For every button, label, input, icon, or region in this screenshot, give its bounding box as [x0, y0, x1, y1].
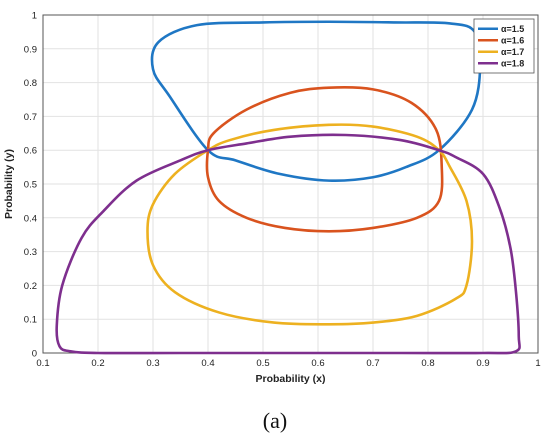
y-axis-label: Probability (y): [3, 149, 15, 219]
x-axis-ticks: 0.1 0.2 0.3 0.4 0.5 0.6 0.7 0.8 0.9 1: [36, 358, 540, 369]
y-tick-label: 0: [32, 349, 37, 360]
series-line-4: [55, 133, 521, 355]
legend-label: α=1.8: [501, 58, 524, 68]
y-tick-label: 0.6: [24, 146, 37, 157]
y-tick-label: 0.4: [24, 213, 37, 224]
x-tick-label: 0.8: [421, 358, 434, 369]
panel-label: (a): [262, 408, 288, 433]
y-axis-ticks: 0 0.1 0.2 0.3 0.4 0.5 0.6 0.7 0.8 0.9 1: [24, 11, 37, 360]
x-tick-label: 0.1: [36, 358, 49, 369]
y-tick-label: 0.9: [24, 44, 37, 55]
y-tick-label: 0.1: [24, 315, 37, 326]
x-tick-label: 0.7: [366, 358, 379, 369]
grid: [42, 14, 539, 354]
series-line-1: [150, 20, 482, 183]
series-line-2: [205, 85, 444, 233]
y-tick-label: 0.8: [24, 78, 37, 89]
series-line-3: [146, 123, 474, 326]
y-tick-label: 0.5: [24, 180, 37, 191]
x-tick-label: 0.5: [256, 358, 269, 369]
x-tick-label: 0.3: [146, 358, 159, 369]
legend: α=1.5α=1.6 α=1.7α=1.8: [473, 18, 535, 74]
legend-label: α=1.7: [501, 47, 524, 57]
y-tick-label: 0.3: [24, 247, 37, 258]
legend-label: α=1.6: [501, 35, 524, 45]
y-tick-label: 0.7: [24, 112, 37, 123]
x-tick-label: 1: [535, 358, 540, 369]
series-layer: [55, 20, 521, 355]
x-tick-label: 0.9: [476, 358, 489, 369]
y-tick-label: 1: [32, 11, 37, 22]
x-tick-label: 0.2: [91, 358, 104, 369]
x-tick-label: 0.4: [201, 358, 214, 369]
x-tick-label: 0.6: [311, 358, 324, 369]
y-tick-label: 0.2: [24, 281, 37, 292]
legend-label: α=1.5: [501, 24, 524, 34]
x-axis-label: Probability (x): [255, 373, 325, 385]
